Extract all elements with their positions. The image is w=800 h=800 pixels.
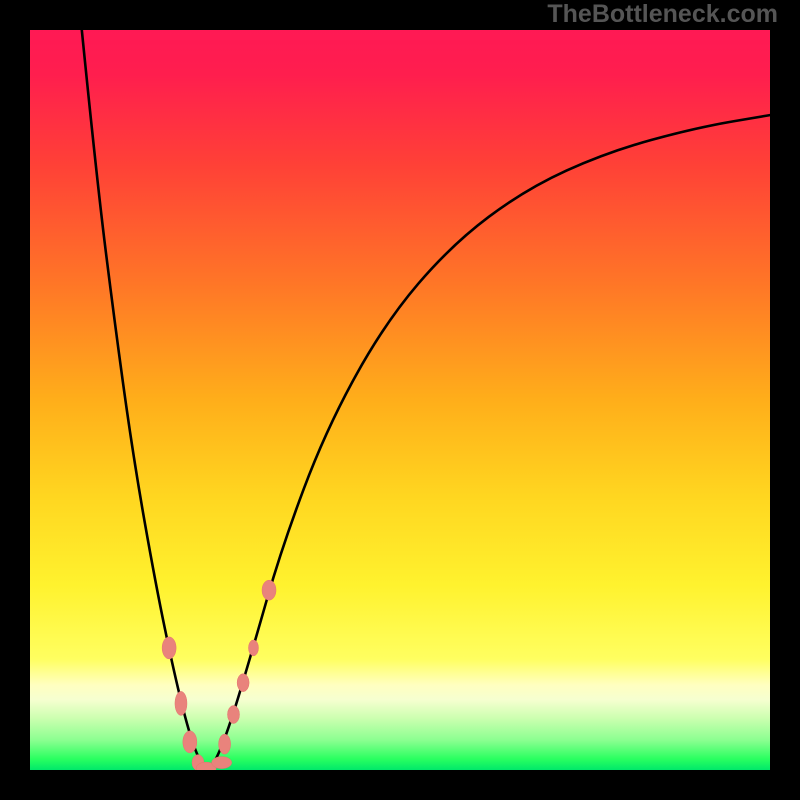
data-marker [248, 640, 258, 656]
plot-svg [30, 30, 770, 770]
plot-background [30, 30, 770, 770]
data-marker [212, 757, 232, 769]
plot-area [30, 30, 770, 770]
data-marker [237, 674, 249, 692]
chart-frame: TheBottleneck.com [0, 0, 800, 800]
data-marker [228, 706, 240, 724]
data-marker [219, 734, 231, 754]
watermark-text: TheBottleneck.com [547, 0, 778, 29]
data-marker [175, 691, 187, 715]
data-marker [162, 637, 176, 659]
data-marker [262, 580, 276, 600]
data-marker [183, 731, 197, 753]
